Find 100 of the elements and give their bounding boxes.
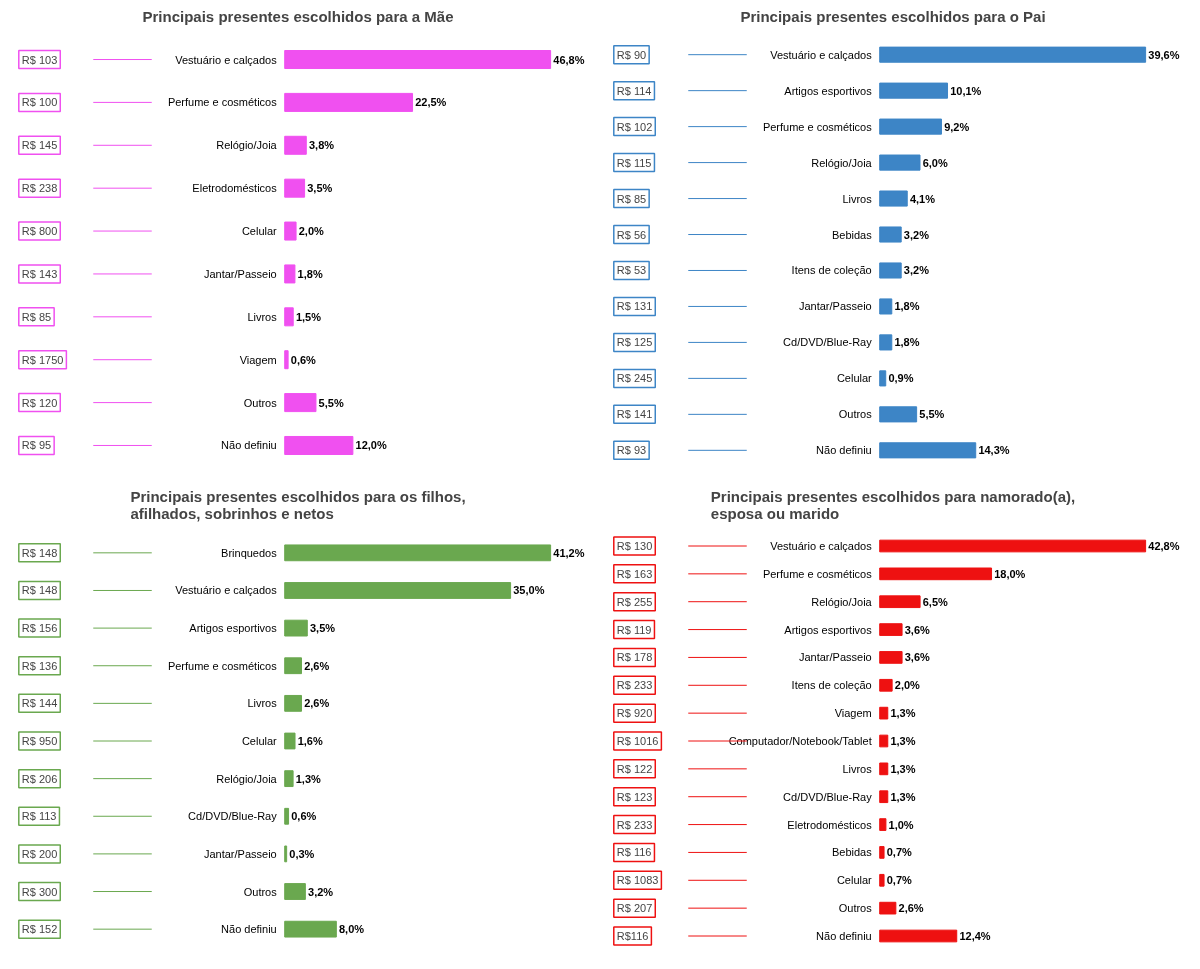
text: R$ 1016 [616, 735, 659, 747]
data-label: 1,6% [297, 735, 323, 747]
y-tick-label: Viagem [239, 353, 277, 366]
data-label: 14,3% [978, 444, 1010, 457]
chart-title: Principais presentes escolhidos para a Mãe [142, 7, 454, 25]
y-tick-label: Não definiu [816, 930, 872, 942]
data-label: 9,2% [944, 120, 970, 133]
y-tick-label: Bebidas [831, 846, 873, 859]
data-label: 1,8% [894, 336, 920, 349]
y-tick-label: Perfume e cosméticos [167, 659, 278, 672]
y-tick-label: Não definiu [221, 439, 277, 452]
text: R$ 85 [21, 310, 52, 323]
text: R$ 85 [616, 192, 647, 205]
data-label: 2,0% [298, 225, 325, 238]
y-tick-label: Não definiu [816, 444, 872, 457]
y-tick-label: Não definiu [221, 923, 277, 936]
text: R$ 950 [21, 735, 58, 747]
text: R$ 144 [21, 697, 58, 710]
data-label: 39,6% [1148, 48, 1180, 61]
y-tick-label: Celular [241, 735, 278, 747]
y-tick-label: Jantar/Passeio [798, 300, 872, 313]
text: R$ 125 [616, 336, 653, 349]
text: R$ 163 [616, 567, 653, 580]
y-tick-label: Artigos esportivos [189, 622, 278, 635]
data-label: 3,2% [308, 885, 334, 898]
text: R$ 136 [21, 659, 58, 672]
data-label: 1,3% [890, 762, 916, 775]
data-label: 3,2% [903, 228, 930, 241]
data-label: 8,0% [339, 923, 365, 936]
data-label: 22,5% [415, 96, 447, 109]
chart-title: Principais presentes escolhidos para o Pai [740, 7, 1046, 25]
text: R$ 1750 [21, 353, 64, 366]
y-tick-label: Viagem [834, 707, 872, 720]
y-tick-label: Outros [838, 408, 873, 421]
text: R$ 102 [616, 120, 653, 133]
text: R$ 120 [21, 396, 58, 409]
y-tick-label: Outros [243, 885, 278, 898]
text: R$ 156 [21, 622, 58, 635]
text: R$ 114 [616, 84, 652, 97]
data-label: 3,6% [904, 651, 931, 664]
y-tick-label: Vestuário e calçados [175, 584, 278, 597]
text: R$ 255 [616, 595, 653, 608]
data-label: 1,3% [890, 790, 916, 803]
data-label: 12,4% [959, 930, 991, 942]
text: R$ 143 [21, 267, 58, 280]
y-tick-label: Celular [241, 225, 278, 238]
y-tick-label: Livros [247, 310, 278, 323]
text: R$ 206 [21, 772, 58, 785]
text: R$ 148 [21, 546, 58, 559]
y-tick-label: Eletrodomésticos [787, 818, 873, 831]
y-tick-label: Computador/Notebook/Tablet [728, 735, 872, 747]
data-label: 5,5% [318, 396, 344, 409]
data-label: 0,9% [888, 372, 914, 385]
text: R$ 100 [21, 96, 58, 109]
y-tick-label: Perfume e cosméticos [762, 120, 873, 133]
y-tick-label: Celular [836, 874, 873, 887]
text: R$ 148 [21, 584, 58, 597]
text: R$ 200 [21, 847, 58, 860]
data-label: 4,1% [909, 192, 936, 205]
data-label: 35,0% [513, 584, 545, 597]
data-label: 10,1% [950, 84, 982, 97]
y-tick-label: Vestuário e calçados [175, 53, 278, 66]
text: R$ 131 [616, 300, 653, 313]
data-label: 3,2% [903, 264, 930, 277]
y-tick-label: Relógio/Joia [216, 772, 278, 785]
text: R$ 233 [616, 818, 653, 831]
y-tick-label: Livros [842, 192, 873, 205]
y-tick-label: Jantar/Passeio [798, 651, 872, 664]
text: R$ 90 [616, 48, 647, 61]
data-label: 2,6% [898, 902, 924, 915]
data-label: 2,0% [894, 679, 921, 692]
y-tick-label: Artigos esportivos [784, 84, 873, 97]
chart-title: Principais presentes escolhidos para namorado(a), esposa ou marido [710, 487, 1076, 522]
y-tick-label: Vestuário e calçados [770, 48, 873, 61]
text: R$ 130 [616, 540, 653, 552]
data-label: 1,0% [888, 818, 914, 831]
data-label: 42,8% [1148, 540, 1180, 552]
text: R$ 152 [21, 923, 58, 936]
text: R$ 123 [616, 790, 653, 803]
y-tick-label: Brinquedos [221, 546, 278, 559]
y-tick-label: Vestuário e calçados [770, 540, 873, 552]
text: R$ 207 [616, 902, 653, 915]
text: R$ 53 [616, 264, 647, 277]
text: R$ 115 [616, 156, 652, 169]
data-label: 1,8% [894, 300, 920, 313]
data-label: 46,8% [553, 53, 585, 66]
text: R$ 95 [21, 439, 52, 452]
text: R$116 [616, 930, 649, 942]
text: R$ 119 [616, 623, 652, 636]
data-label: 12,0% [355, 439, 387, 452]
data-label: 18,0% [994, 567, 1026, 580]
text: R$ 300 [21, 885, 58, 898]
y-tick-label: Perfume e cosméticos [167, 96, 278, 109]
y-tick-label: Jantar/Passeio [203, 267, 277, 280]
data-label: 5,5% [919, 408, 945, 421]
data-label: 3,5% [309, 622, 336, 635]
y-tick-label: Outros [243, 396, 278, 409]
text: R$ 122 [616, 762, 653, 775]
text: R$ 178 [616, 651, 653, 664]
text: R$ 116 [616, 846, 652, 859]
